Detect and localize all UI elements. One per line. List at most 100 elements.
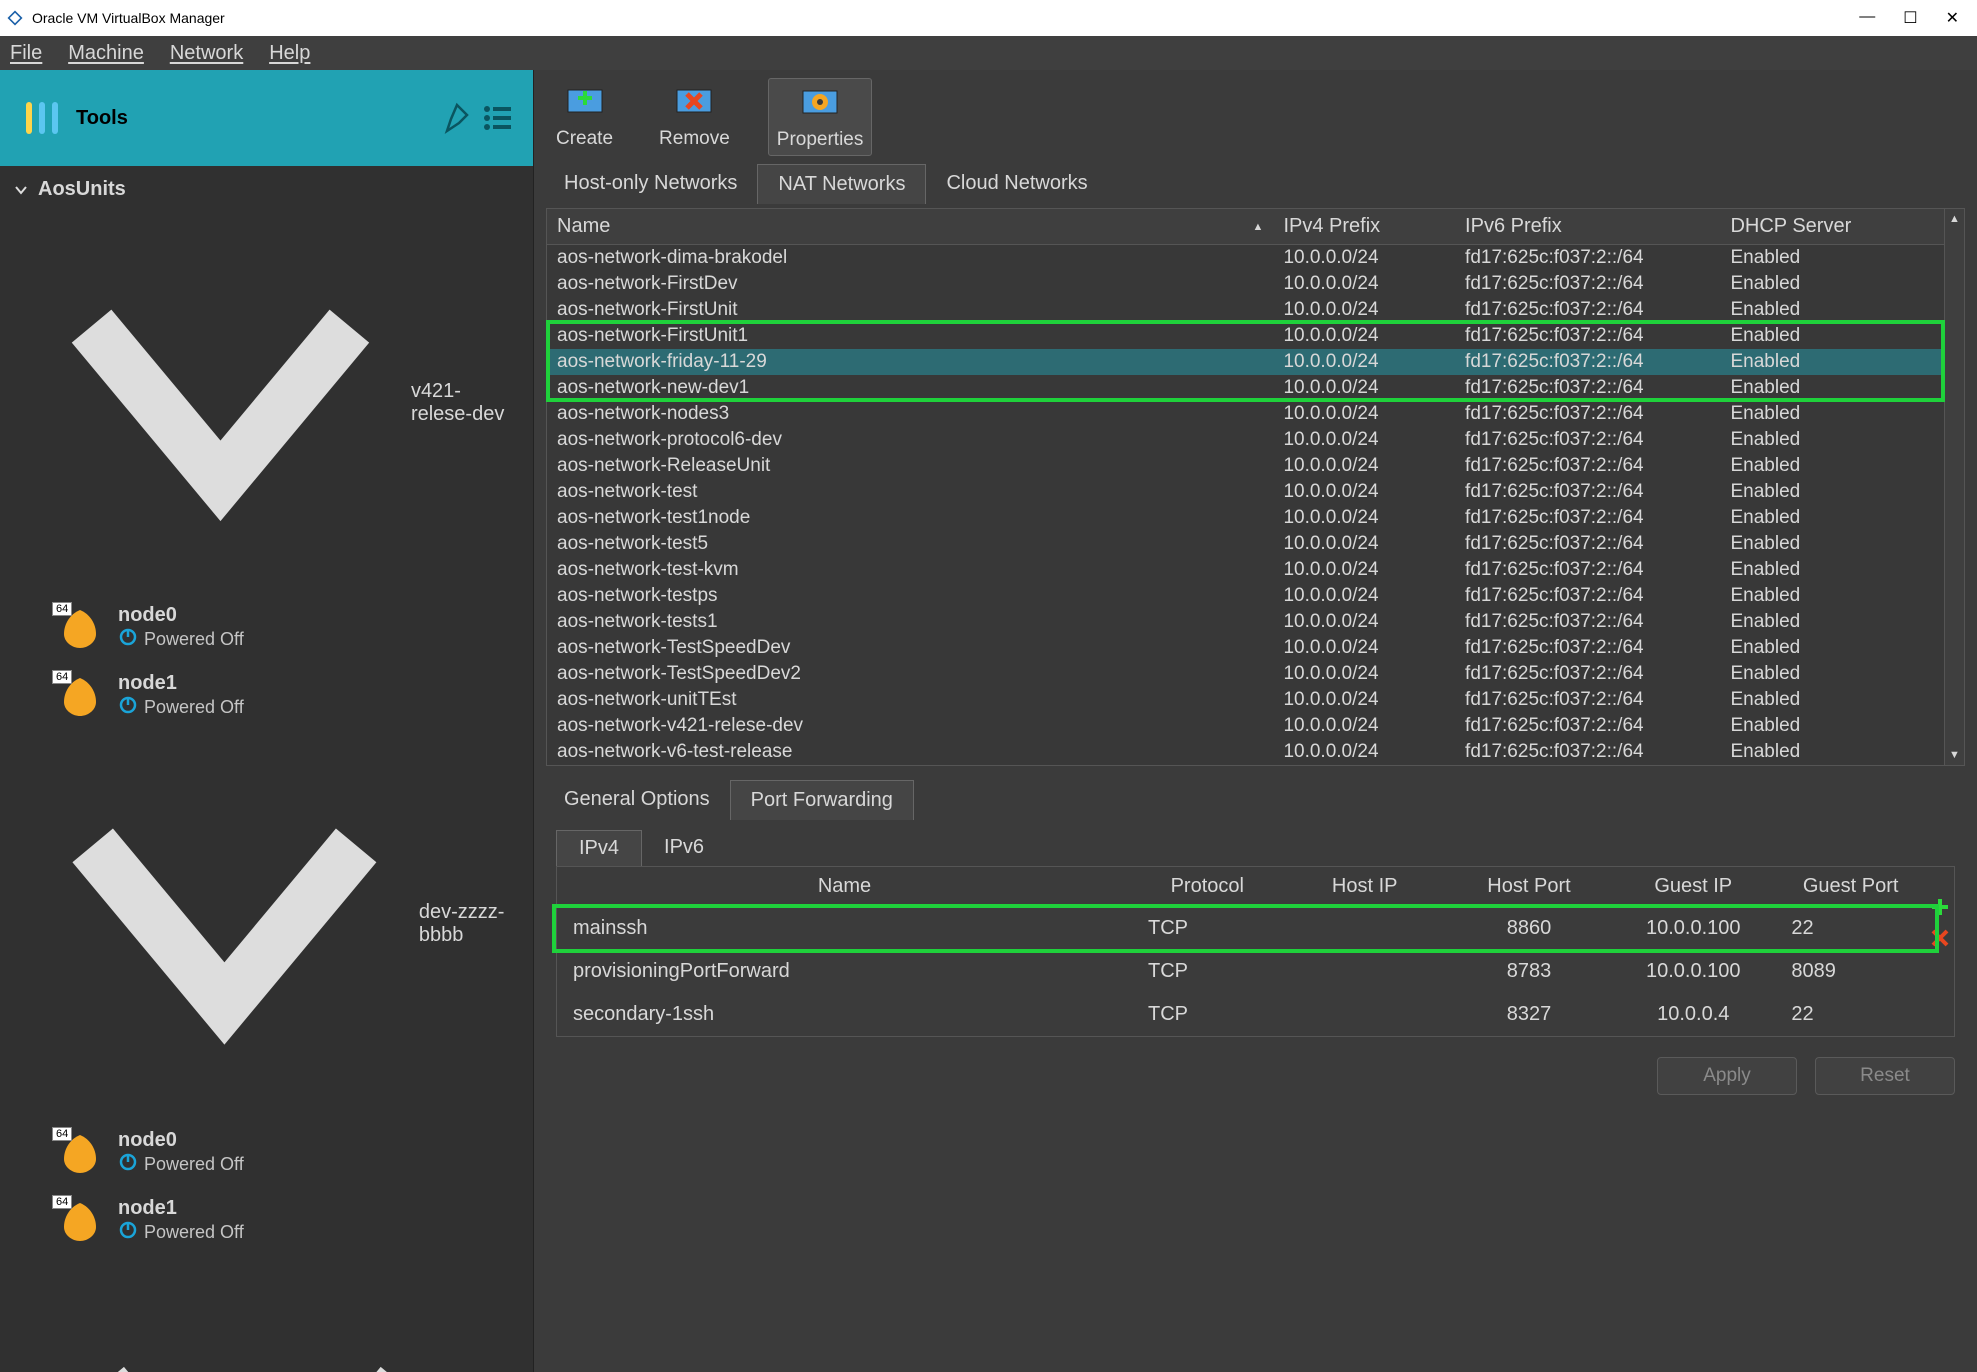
col-name[interactable]: Name <box>547 209 1273 245</box>
scroll-down-icon[interactable]: ▼ <box>1949 749 1960 761</box>
network-row[interactable]: aos-network-new-dev110.0.0.0/24fd17:625c… <box>547 375 1944 401</box>
cell-dhcp: Enabled <box>1720 427 1944 453</box>
network-row[interactable]: aos-network-unitTEst10.0.0.0/24fd17:625c… <box>547 687 1944 713</box>
network-row[interactable]: aos-network-TestSpeedDev10.0.0.0/24fd17:… <box>547 635 1944 661</box>
pf-add-icon[interactable] <box>1930 897 1950 920</box>
properties-button[interactable]: Properties <box>768 78 873 156</box>
network-row[interactable]: aos-network-friday-11-2910.0.0.0/24fd17:… <box>547 349 1944 375</box>
cell-dhcp: Enabled <box>1720 661 1944 687</box>
col-ipv4[interactable]: IPv4 Prefix <box>1273 209 1455 245</box>
cell-v4: 10.0.0.0/24 <box>1273 635 1455 661</box>
col-dhcp[interactable]: DHCP Server <box>1720 209 1944 245</box>
scroll-up-icon[interactable]: ▲ <box>1949 213 1960 225</box>
network-row[interactable]: aos-network-test1node10.0.0.0/24fd17:625… <box>547 505 1944 531</box>
pf-col-name[interactable]: Name <box>557 867 1132 907</box>
network-row[interactable]: aos-network-v421-relese-dev10.0.0.0/24fd… <box>547 713 1944 739</box>
tree-group[interactable]: dev-5 <box>0 1255 533 1372</box>
tab-cloud-networks[interactable]: Cloud Networks <box>926 164 1107 204</box>
app-icon <box>6 9 24 27</box>
cell-name: aos-network-nodes3 <box>547 401 1273 427</box>
cell-v6: fd17:625c:f037:2::/64 <box>1455 375 1720 401</box>
cell-v4: 10.0.0.0/24 <box>1273 531 1455 557</box>
cell-v4: 10.0.0.0/24 <box>1273 245 1455 272</box>
tab-host-only[interactable]: Host-only Networks <box>544 164 757 204</box>
vm-item[interactable]: 64node0Powered Off <box>0 594 533 662</box>
menu-machine[interactable]: Machine <box>68 42 144 65</box>
sidebar: Tools AosUnits v421-relese-dev64node0Pow… <box>0 70 534 1372</box>
cell-name: aos-network-friday-11-29 <box>547 349 1273 375</box>
vm-name: node0 <box>118 604 244 627</box>
tab-nat-networks[interactable]: NAT Networks <box>757 164 926 204</box>
vm-item[interactable]: 64node0Powered Off <box>0 1119 533 1187</box>
scrollbar[interactable]: ▲▼ <box>1944 209 1964 765</box>
col-ipv6[interactable]: IPv6 Prefix <box>1455 209 1720 245</box>
tab-ipv6[interactable]: IPv6 <box>642 830 726 866</box>
tab-port-forwarding[interactable]: Port Forwarding <box>730 780 914 820</box>
tree-group[interactable]: v421-relese-dev <box>0 213 533 594</box>
cell-v4: 10.0.0.0/24 <box>1273 609 1455 635</box>
menu-help[interactable]: Help <box>269 42 310 65</box>
network-row[interactable]: aos-network-FirstDev10.0.0.0/24fd17:625c… <box>547 271 1944 297</box>
cell-v4: 10.0.0.0/24 <box>1273 453 1455 479</box>
tree-root[interactable]: AosUnits <box>0 166 533 213</box>
pf-col-proto[interactable]: Protocol <box>1132 867 1283 907</box>
cell-dhcp: Enabled <box>1720 531 1944 557</box>
network-row[interactable]: aos-network-test-kvm10.0.0.0/24fd17:625c… <box>547 557 1944 583</box>
cell-name: aos-network-new-dev1 <box>547 375 1273 401</box>
network-row[interactable]: aos-network-dima-brakodel10.0.0.0/24fd17… <box>547 245 1944 272</box>
network-row[interactable]: aos-network-nodes310.0.0.0/24fd17:625c:f… <box>547 401 1944 427</box>
cell-v4: 10.0.0.0/24 <box>1273 713 1455 739</box>
maximize-button[interactable]: ☐ <box>1903 8 1917 28</box>
cell-v6: fd17:625c:f037:2::/64 <box>1455 609 1720 635</box>
list-icon[interactable] <box>481 101 515 135</box>
network-row[interactable]: aos-network-testps10.0.0.0/24fd17:625c:f… <box>547 583 1944 609</box>
network-row[interactable]: aos-network-test510.0.0.0/24fd17:625c:f0… <box>547 531 1944 557</box>
tools-banner[interactable]: Tools <box>0 70 533 166</box>
menu-file[interactable]: File <box>10 42 42 65</box>
network-row[interactable]: aos-network-TestSpeedDev210.0.0.0/24fd17… <box>547 661 1944 687</box>
network-row[interactable]: aos-network-FirstUnit10.0.0.0/24fd17:625… <box>547 297 1944 323</box>
minimize-button[interactable]: — <box>1859 8 1875 28</box>
tab-ipv4[interactable]: IPv4 <box>556 830 642 866</box>
pf-cell-name: mainssh <box>557 907 1132 951</box>
pf-col-guestport[interactable]: Guest Port <box>1775 867 1926 907</box>
pin-icon[interactable] <box>437 101 471 135</box>
create-button[interactable]: Create <box>548 78 621 156</box>
network-type-tabs: Host-only Networks NAT Networks Cloud Ne… <box>534 164 1977 204</box>
cell-v6: fd17:625c:f037:2::/64 <box>1455 245 1720 272</box>
cell-v4: 10.0.0.0/24 <box>1273 661 1455 687</box>
pf-row[interactable]: mainsshTCP886010.0.0.10022 <box>557 907 1926 951</box>
network-row[interactable]: aos-network-v6-test-release10.0.0.0/24fd… <box>547 739 1944 765</box>
pf-cell-guestport: 22 <box>1775 993 1926 1036</box>
network-row[interactable]: aos-network-test10.0.0.0/24fd17:625c:f03… <box>547 479 1944 505</box>
apply-button[interactable]: Apply <box>1657 1057 1797 1095</box>
network-row[interactable]: aos-network-ReleaseUnit10.0.0.0/24fd17:6… <box>547 453 1944 479</box>
close-button[interactable]: ✕ <box>1946 8 1959 28</box>
remove-button[interactable]: Remove <box>651 78 738 156</box>
network-row[interactable]: aos-network-protocol6-dev10.0.0.0/24fd17… <box>547 427 1944 453</box>
pf-col-guestip[interactable]: Guest IP <box>1611 867 1775 907</box>
cell-v6: fd17:625c:f037:2::/64 <box>1455 271 1720 297</box>
pf-remove-icon[interactable] <box>1930 928 1950 951</box>
cell-v6: fd17:625c:f037:2::/64 <box>1455 453 1720 479</box>
pf-row[interactable]: secondary-1sshTCP832710.0.0.422 <box>557 993 1926 1036</box>
menu-network[interactable]: Network <box>170 42 243 65</box>
cell-v6: fd17:625c:f037:2::/64 <box>1455 713 1720 739</box>
create-icon <box>564 82 606 124</box>
network-row[interactable]: aos-network-FirstUnit110.0.0.0/24fd17:62… <box>547 323 1944 349</box>
pf-col-hostip[interactable]: Host IP <box>1283 867 1447 907</box>
tree-group[interactable]: dev-zzzz-bbbb <box>0 730 533 1119</box>
reset-button[interactable]: Reset <box>1815 1057 1955 1095</box>
pf-cell-hostport: 8327 <box>1447 993 1611 1036</box>
pf-cell-guestip: 10.0.0.100 <box>1611 950 1775 993</box>
pf-col-hostport[interactable]: Host Port <box>1447 867 1611 907</box>
cell-dhcp: Enabled <box>1720 713 1944 739</box>
pf-row[interactable]: provisioningPortForwardTCP878310.0.0.100… <box>557 950 1926 993</box>
tab-general-options[interactable]: General Options <box>544 780 730 820</box>
network-row[interactable]: aos-network-tests110.0.0.0/24fd17:625c:f… <box>547 609 1944 635</box>
cell-v4: 10.0.0.0/24 <box>1273 557 1455 583</box>
cell-v6: fd17:625c:f037:2::/64 <box>1455 401 1720 427</box>
vm-item[interactable]: 64node1Powered Off <box>0 662 533 730</box>
vm-item[interactable]: 64node1Powered Off <box>0 1187 533 1255</box>
port-forwarding-table-wrap: Name Protocol Host IP Host Port Guest IP… <box>556 866 1955 1037</box>
